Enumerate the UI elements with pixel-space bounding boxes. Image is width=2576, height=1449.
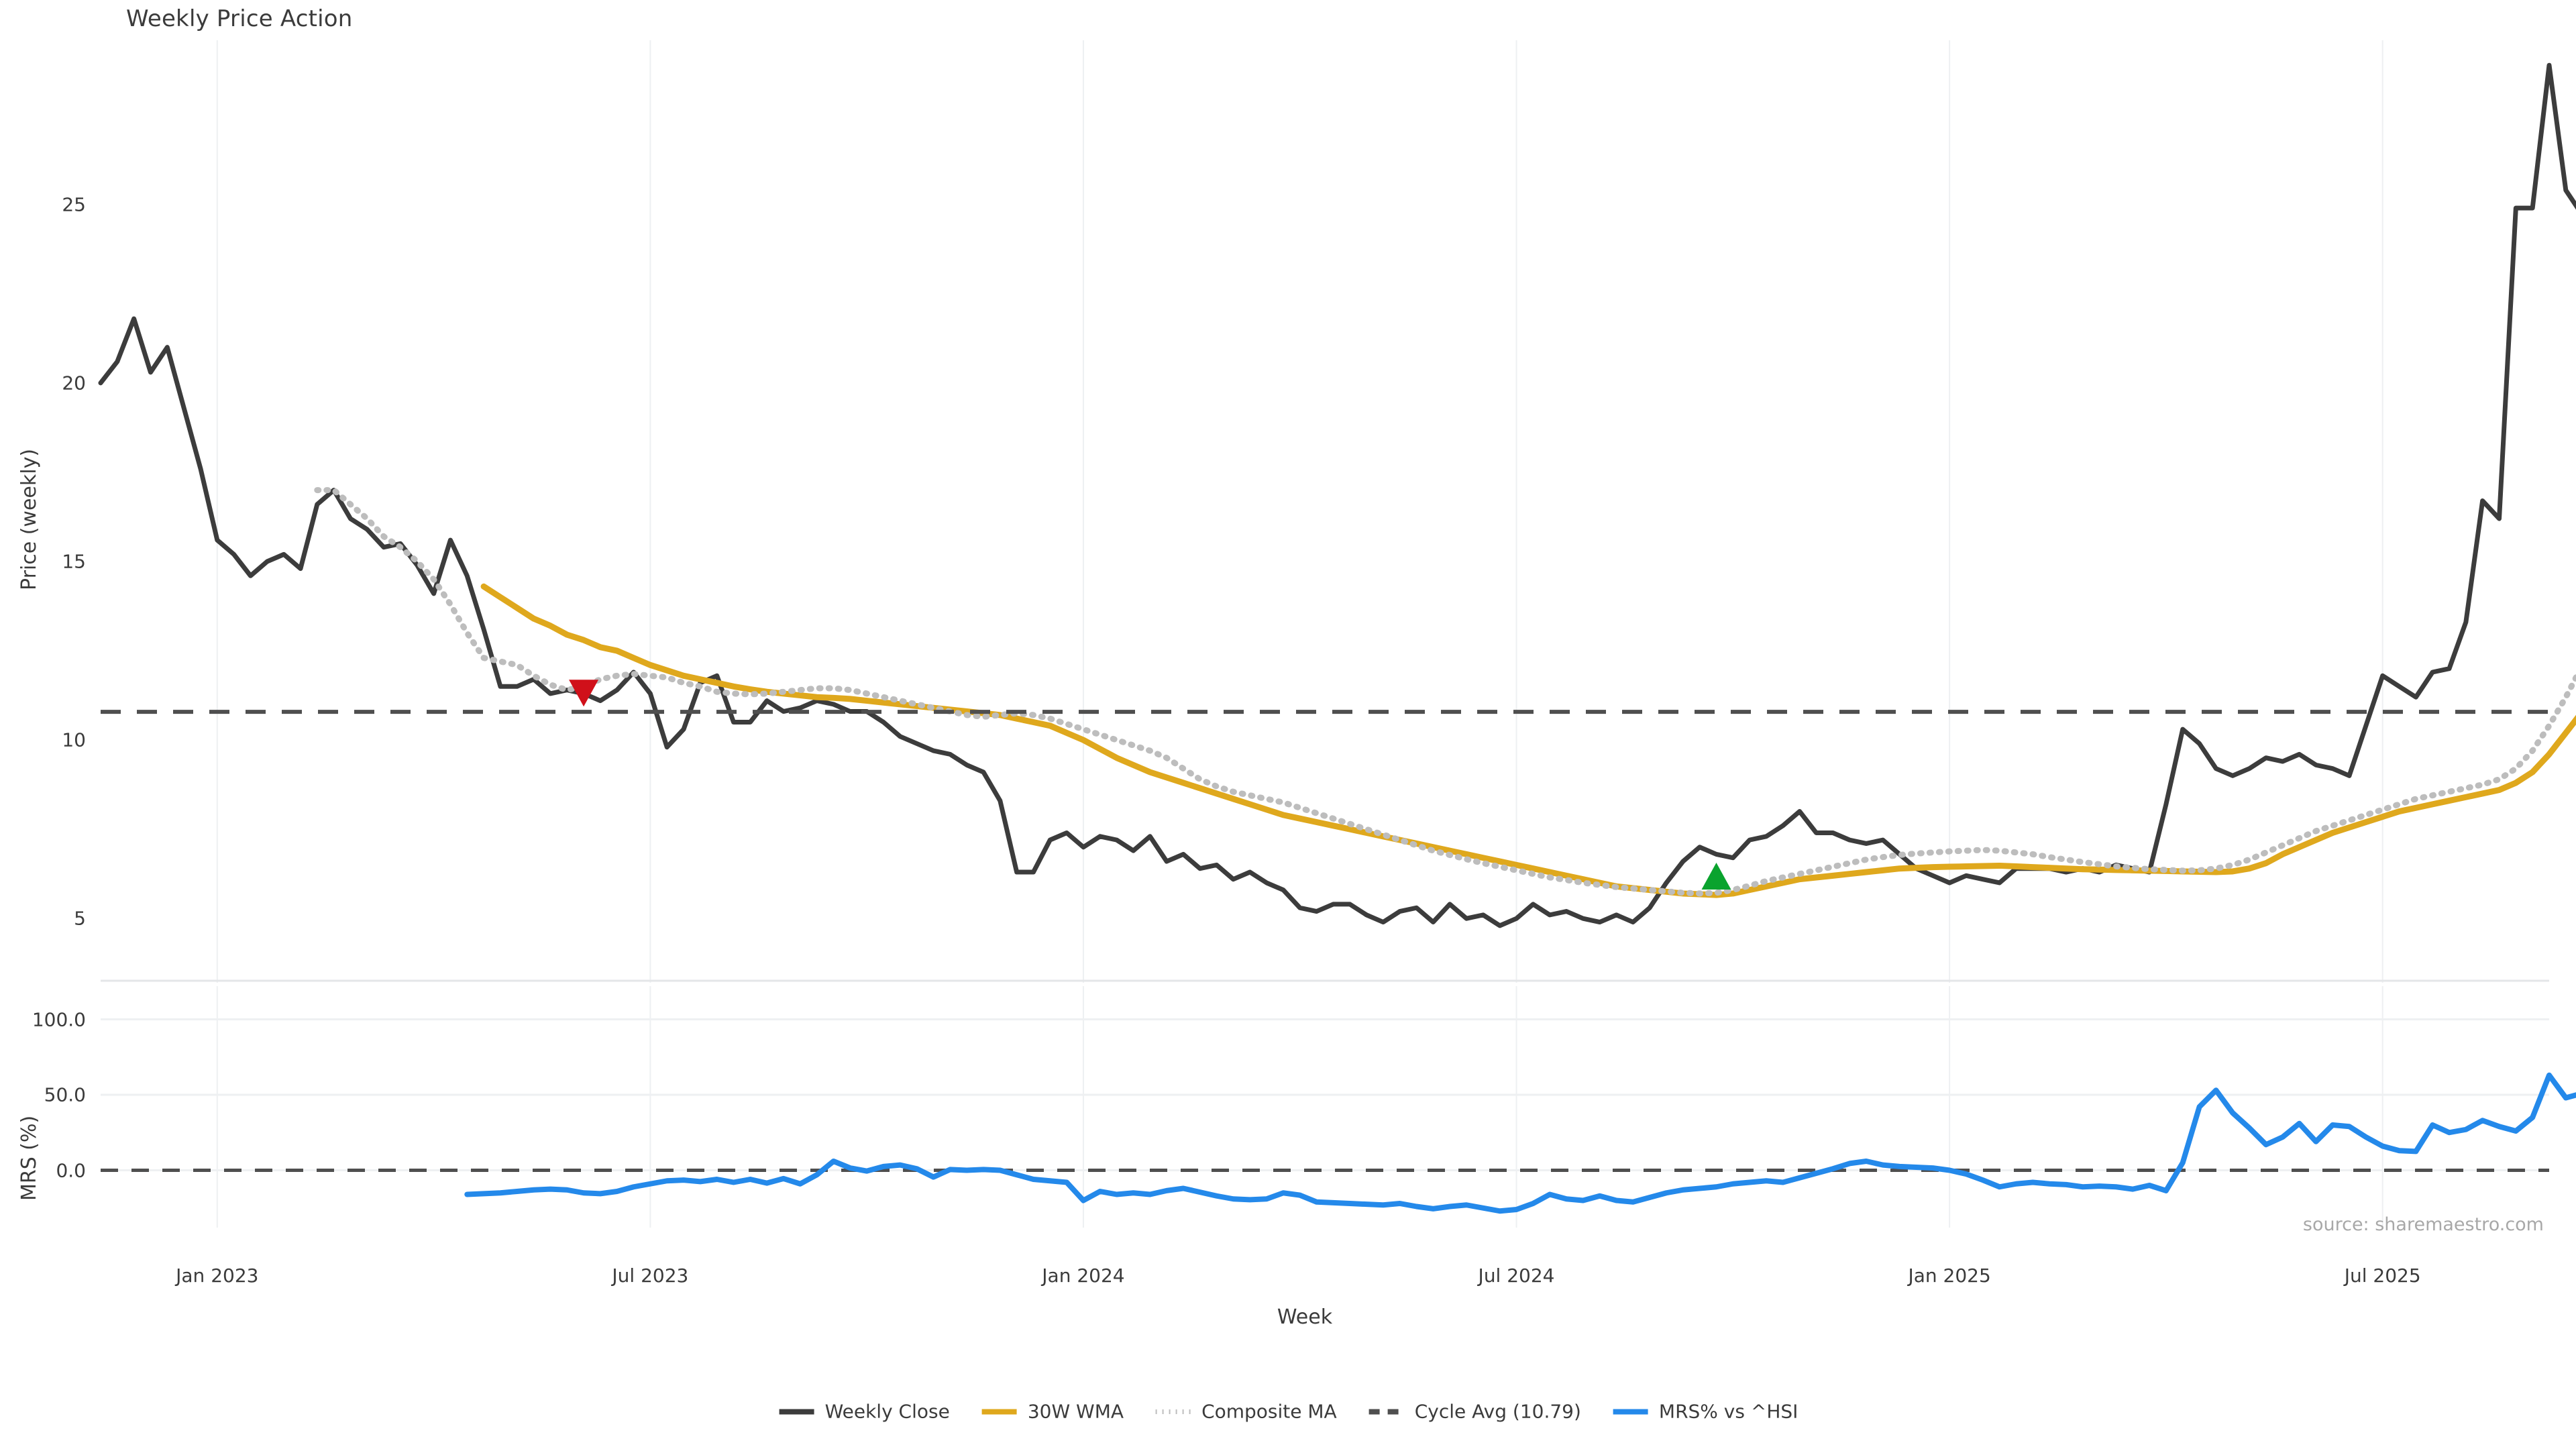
legend-item-0[interactable]: Weekly Close <box>778 1401 950 1423</box>
legend-item-1[interactable]: 30W WMA <box>981 1401 1124 1423</box>
mrs-ytick-1: 50.0 <box>44 1083 86 1106</box>
mrs-ytick-0: 0.0 <box>56 1159 86 1181</box>
legend-label: Composite MA <box>1201 1400 1337 1423</box>
series-weekly-close <box>98 62 2576 928</box>
legend-item-2[interactable]: Composite MA <box>1155 1401 1337 1423</box>
legend-item-3[interactable]: Cycle Avg (10.79) <box>1368 1401 1581 1423</box>
legend-swatch-icon <box>1368 1409 1404 1414</box>
chart-legend: Weekly Close 30W WMA Composite MA Cycle Avg… <box>778 1400 1799 1423</box>
legend-label: 30W WMA <box>1027 1400 1124 1423</box>
xtick-0: Jan 2023 <box>176 1265 259 1287</box>
xtick-3: Jul 2024 <box>1478 1265 1555 1287</box>
sell-marker <box>569 680 599 707</box>
legend-swatch-icon <box>1613 1409 1648 1414</box>
buy-marker <box>1701 863 1731 890</box>
xtick-4: Jan 2025 <box>1908 1265 1991 1287</box>
xtick-2: Jan 2024 <box>1042 1265 1125 1287</box>
legend-label: Cycle Avg (10.79) <box>1414 1400 1581 1423</box>
mrs-ytick-2: 100.0 <box>32 1008 86 1030</box>
legend-swatch-icon <box>1156 1409 1191 1414</box>
legend-label: MRS% vs ^HSI <box>1658 1400 1799 1423</box>
xtick-1: Jul 2023 <box>612 1265 689 1287</box>
legend-label: Weekly Close <box>824 1400 950 1423</box>
page-title: Weekly Price Action <box>126 5 353 32</box>
legend-swatch-icon <box>981 1409 1017 1414</box>
series-30w-wma <box>480 583 2576 898</box>
legend-swatch-icon <box>779 1409 814 1414</box>
series-composite-ma <box>314 487 2576 897</box>
price-ytick-1: 10 <box>62 729 86 751</box>
price-ytick-4: 25 <box>62 193 86 216</box>
xtick-5: Jul 2025 <box>2344 1265 2421 1287</box>
series-mrs-vs-hsi <box>464 1072 2576 1214</box>
source-attribution: source: sharemaestro.com <box>2302 1214 2544 1235</box>
price-ytick-3: 20 <box>62 372 86 394</box>
price-ytick-0: 5 <box>74 907 86 930</box>
x-axis-label: Week <box>1277 1305 1333 1329</box>
legend-item-4[interactable]: MRS% vs ^HSI <box>1612 1400 1799 1423</box>
price-ytick-2: 15 <box>62 550 86 573</box>
